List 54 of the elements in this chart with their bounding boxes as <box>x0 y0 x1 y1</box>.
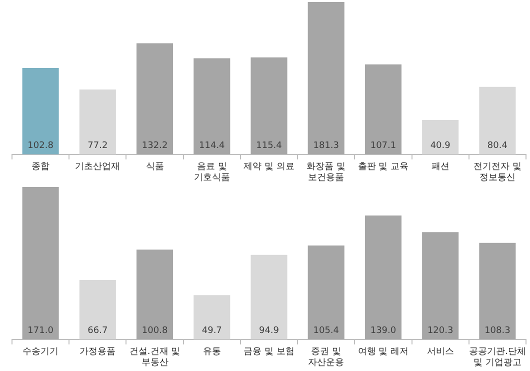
x-tick-label: 수송기기 <box>22 347 59 358</box>
x-tick-label: 금융 및 보험 <box>244 347 294 358</box>
data-label: 66.7 <box>88 326 108 336</box>
x-tick-label: 가정용품 <box>80 347 116 358</box>
x-tick-label: 기초산업재 <box>75 162 120 172</box>
data-label: 132.2 <box>142 141 168 152</box>
x-tick-label: 패션 <box>431 162 450 172</box>
bar <box>479 242 516 340</box>
data-label: 107.1 <box>370 141 396 152</box>
x-tick-label: 화장품 및 보건용품 <box>306 162 346 183</box>
bar <box>194 58 230 154</box>
bar <box>422 120 459 154</box>
bar <box>364 216 402 340</box>
x-tick-label: 식품 <box>146 162 164 172</box>
bar <box>479 86 516 154</box>
bar <box>364 64 402 154</box>
data-label: 114.4 <box>199 141 226 152</box>
data-label: 181.3 <box>313 141 339 152</box>
x-tick-label: 제약 및 의료 <box>244 162 294 172</box>
data-label: 102.8 <box>28 141 54 152</box>
bar <box>79 90 116 154</box>
x-tick-label: 증권 및 자산운용 <box>308 347 344 368</box>
x-tick-label: 공공기관.단체 및 기업광고 <box>469 347 526 368</box>
x-tick-label: 종합 <box>32 162 50 172</box>
bar <box>308 245 344 340</box>
data-label: 115.4 <box>256 141 282 152</box>
bar <box>308 2 344 154</box>
bar <box>22 68 59 154</box>
data-label: 139.0 <box>370 326 396 336</box>
data-label: 77.2 <box>88 141 108 152</box>
data-label: 40.9 <box>430 141 451 152</box>
bar <box>22 187 59 340</box>
bar <box>250 57 288 154</box>
bar <box>136 250 174 340</box>
x-tick-label: 전기전자 및 정보통신 <box>474 162 522 183</box>
bar <box>136 43 174 154</box>
x-tick-label: 서비스 <box>426 347 454 358</box>
bar <box>250 254 288 340</box>
data-label: 49.7 <box>202 326 222 336</box>
data-label: 171.0 <box>28 326 54 336</box>
x-tick-label: 유통 <box>202 347 221 358</box>
x-tick-label: 여행 및 레저 <box>358 347 409 358</box>
data-label: 94.9 <box>258 326 280 336</box>
data-label: 120.3 <box>427 326 454 336</box>
data-label: 100.8 <box>142 326 168 336</box>
x-tick-label: 건설.건재 및 부동산 <box>129 347 180 368</box>
data-label: 108.3 <box>484 326 510 336</box>
x-tick-label: 음료 및 기호식품 <box>194 162 230 183</box>
data-label: 80.4 <box>487 141 508 152</box>
bar <box>194 295 230 340</box>
data-label: 105.4 <box>313 326 340 336</box>
x-tick-label: 출판 및 교육 <box>358 162 409 172</box>
bar <box>79 280 116 340</box>
bar <box>422 232 459 340</box>
